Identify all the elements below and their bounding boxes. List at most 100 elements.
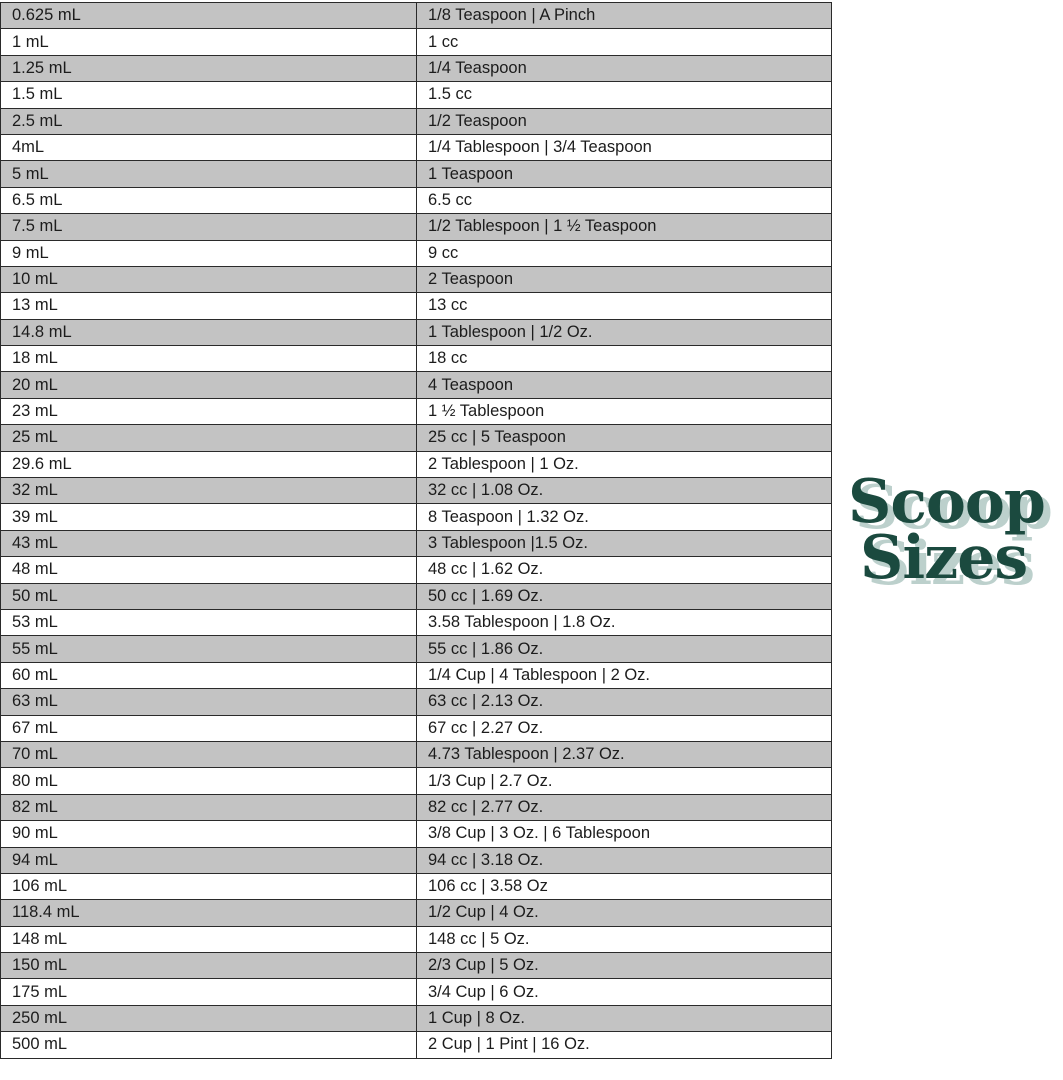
table-row: 90 mL 3/8 Cup | 3 Oz. | 6 Tablespoon <box>0 820 832 848</box>
ml-cell: 53 mL <box>0 608 417 637</box>
ml-cell: 55 mL <box>0 635 417 663</box>
equivalent-cell: 1/4 Tablespoon | 3/4 Teaspoon <box>416 133 832 162</box>
table-row: 67 mL 67 cc | 2.27 Oz. <box>0 714 832 742</box>
ml-cell: 106 mL <box>0 872 417 901</box>
equivalent-cell: 1 cc <box>416 28 832 56</box>
table-row: 4mL 1/4 Tablespoon | 3/4 Teaspoon <box>0 133 832 162</box>
table-row: 55 mL 55 cc | 1.86 Oz. <box>0 635 832 663</box>
ml-cell: 39 mL <box>0 503 417 531</box>
ml-cell: 90 mL <box>0 820 417 848</box>
equivalent-cell: 1/2 Teaspoon <box>416 107 832 135</box>
ml-cell: 118.4 mL <box>0 899 417 927</box>
ml-cell: 23 mL <box>0 397 417 426</box>
equivalent-cell: 3/4 Cup | 6 Oz. <box>416 978 832 1006</box>
table-row: 14.8 mL 1 Tablespoon | 1/2 Oz. <box>0 318 832 347</box>
table-row: 5 mL 1 Teaspoon <box>0 160 832 188</box>
equivalent-cell: 48 cc | 1.62 Oz. <box>416 556 832 584</box>
table-row: 60 mL 1/4 Cup | 4 Tablespoon | 2 Oz. <box>0 661 832 690</box>
equivalent-cell: 55 cc | 1.86 Oz. <box>416 635 832 663</box>
table-row: 10 mL 2 Teaspoon <box>0 265 832 294</box>
equivalent-cell: 1/3 Cup | 2.7 Oz. <box>416 767 832 795</box>
ml-cell: 29.6 mL <box>0 450 417 479</box>
table-row: 1.25 mL 1/4 Teaspoon <box>0 54 832 83</box>
equivalent-cell: 3.58 Tablespoon | 1.8 Oz. <box>416 608 832 637</box>
table-row: 43 mL 3 Tablespoon |1.5 Oz. <box>0 529 832 558</box>
table-row: 80 mL 1/3 Cup | 2.7 Oz. <box>0 767 832 795</box>
logo-line-1: Scoop <box>848 467 1046 537</box>
table-row: 29.6 mL 2 Tablespoon | 1 Oz. <box>0 450 832 479</box>
equivalent-cell: 18 cc <box>416 345 832 373</box>
table-row: 18 mL 18 cc <box>0 345 832 373</box>
ml-cell: 9 mL <box>0 239 417 267</box>
table-row: 20 mL 4 Teaspoon <box>0 371 832 399</box>
scoop-sizes-logo: Scoop Sizes <box>848 467 1046 588</box>
table-row: 106 mL 106 cc | 3.58 Oz <box>0 872 832 901</box>
ml-cell: 14.8 mL <box>0 318 417 347</box>
equivalent-cell: 1 Cup | 8 Oz. <box>416 1004 832 1033</box>
ml-cell: 20 mL <box>0 371 417 399</box>
equivalent-cell: 6.5 cc <box>416 186 832 215</box>
ml-cell: 250 mL <box>0 1004 417 1033</box>
table-row: 48 mL 48 cc | 1.62 Oz. <box>0 556 832 584</box>
table-row: 2.5 mL 1/2 Teaspoon <box>0 107 832 135</box>
ml-cell: 48 mL <box>0 556 417 584</box>
table-row: 7.5 mL 1/2 Tablespoon | 1 ½ Teaspoon <box>0 213 832 241</box>
ml-cell: 10 mL <box>0 265 417 294</box>
table-row: 25 mL 25 cc | 5 Teaspoon <box>0 424 832 452</box>
table-row: 250 mL 1 Cup | 8 Oz. <box>0 1004 832 1033</box>
equivalent-cell: 25 cc | 5 Teaspoon <box>416 424 832 452</box>
equivalent-cell: 106 cc | 3.58 Oz <box>416 872 832 901</box>
ml-cell: 32 mL <box>0 477 417 505</box>
ml-cell: 80 mL <box>0 767 417 795</box>
table-row: 39 mL 8 Teaspoon | 1.32 Oz. <box>0 503 832 531</box>
ml-cell: 82 mL <box>0 793 417 822</box>
table-row: 148 mL 148 cc | 5 Oz. <box>0 925 832 954</box>
equivalent-cell: 50 cc | 1.69 Oz. <box>416 582 832 610</box>
ml-cell: 175 mL <box>0 978 417 1006</box>
equivalent-cell: 2 Tablespoon | 1 Oz. <box>416 450 832 479</box>
ml-cell: 1 mL <box>0 28 417 56</box>
table-row: 1 mL 1 cc <box>0 28 832 56</box>
ml-cell: 43 mL <box>0 529 417 558</box>
table-row: 53 mL 3.58 Tablespoon | 1.8 Oz. <box>0 608 832 637</box>
ml-cell: 13 mL <box>0 292 417 320</box>
equivalent-cell: 13 cc <box>416 292 832 320</box>
ml-cell: 5 mL <box>0 160 417 188</box>
equivalent-cell: 67 cc | 2.27 Oz. <box>416 714 832 742</box>
table-row: 13 mL 13 cc <box>0 292 832 320</box>
ml-cell: 50 mL <box>0 582 417 610</box>
ml-cell: 60 mL <box>0 661 417 690</box>
equivalent-cell: 94 cc | 3.18 Oz. <box>416 846 832 874</box>
equivalent-cell: 1.5 cc <box>416 81 832 109</box>
equivalent-cell: 2 Cup | 1 Pint | 16 Oz. <box>416 1031 832 1059</box>
ml-cell: 63 mL <box>0 688 417 716</box>
ml-cell: 1.25 mL <box>0 54 417 83</box>
table-row: 118.4 mL 1/2 Cup | 4 Oz. <box>0 899 832 927</box>
equivalent-cell: 9 cc <box>416 239 832 267</box>
ml-cell: 4mL <box>0 133 417 162</box>
equivalent-cell: 1 Teaspoon <box>416 160 832 188</box>
ml-cell: 94 mL <box>0 846 417 874</box>
equivalent-cell: 4 Teaspoon <box>416 371 832 399</box>
equivalent-cell: 1/2 Cup | 4 Oz. <box>416 899 832 927</box>
equivalent-cell: 3/8 Cup | 3 Oz. | 6 Tablespoon <box>416 820 832 848</box>
ml-cell: 25 mL <box>0 424 417 452</box>
table-row: 175 mL 3/4 Cup | 6 Oz. <box>0 978 832 1006</box>
scoop-size-table: 0.625 mL 1/8 Teaspoon | A Pinch 1 mL 1 cc 1.… <box>0 1 832 1059</box>
equivalent-cell: 3 Tablespoon |1.5 Oz. <box>416 529 832 558</box>
equivalent-cell: 2 Teaspoon <box>416 265 832 294</box>
equivalent-cell: 148 cc | 5 Oz. <box>416 925 832 954</box>
table-row: 23 mL 1 ½ Tablespoon <box>0 397 832 426</box>
ml-cell: 6.5 mL <box>0 186 417 215</box>
ml-cell: 7.5 mL <box>0 213 417 241</box>
table-row: 9 mL 9 cc <box>0 239 832 267</box>
ml-cell: 67 mL <box>0 714 417 742</box>
ml-cell: 1.5 mL <box>0 81 417 109</box>
equivalent-cell: 1/4 Cup | 4 Tablespoon | 2 Oz. <box>416 661 832 690</box>
table-row: 150 mL 2/3 Cup | 5 Oz. <box>0 952 832 980</box>
table-row: 500 mL 2 Cup | 1 Pint | 16 Oz. <box>0 1031 832 1059</box>
equivalent-cell: 82 cc | 2.77 Oz. <box>416 793 832 822</box>
table-row: 94 mL 94 cc | 3.18 Oz. <box>0 846 832 874</box>
table-row: 0.625 mL 1/8 Teaspoon | A Pinch <box>0 1 832 30</box>
table-row: 32 mL 32 cc | 1.08 Oz. <box>0 477 832 505</box>
